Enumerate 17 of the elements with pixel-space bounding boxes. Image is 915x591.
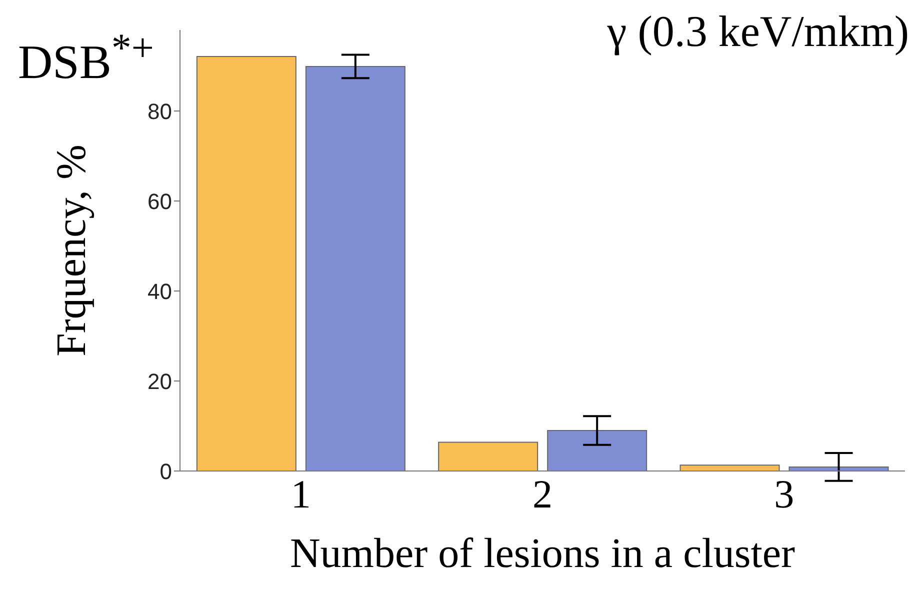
bar: [547, 430, 648, 471]
text: DSB$^{*+}$: [18, 25, 154, 89]
annotation: γ (0.3 keV/mkm): [607, 7, 909, 56]
y-tick-label: 0: [160, 458, 172, 484]
x-axis-title: Number of lesions in a cluster: [290, 531, 796, 577]
bar: [438, 442, 538, 471]
y-tick-label: 40: [148, 278, 172, 304]
x-tick-label: 2: [532, 471, 552, 516]
x-tick-label: 1: [290, 471, 311, 516]
y-tick-label: 60: [148, 188, 172, 214]
y-tick-label: 80: [148, 98, 172, 124]
y-axis-title: Frquency, %: [48, 144, 95, 356]
bar: [196, 56, 296, 471]
x-tick-label: 3: [774, 471, 794, 516]
bar: [305, 66, 406, 471]
bar: [680, 464, 780, 471]
y-tick-label: 20: [148, 368, 172, 394]
